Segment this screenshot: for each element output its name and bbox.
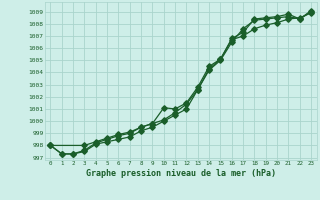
X-axis label: Graphe pression niveau de la mer (hPa): Graphe pression niveau de la mer (hPa) <box>86 169 276 178</box>
